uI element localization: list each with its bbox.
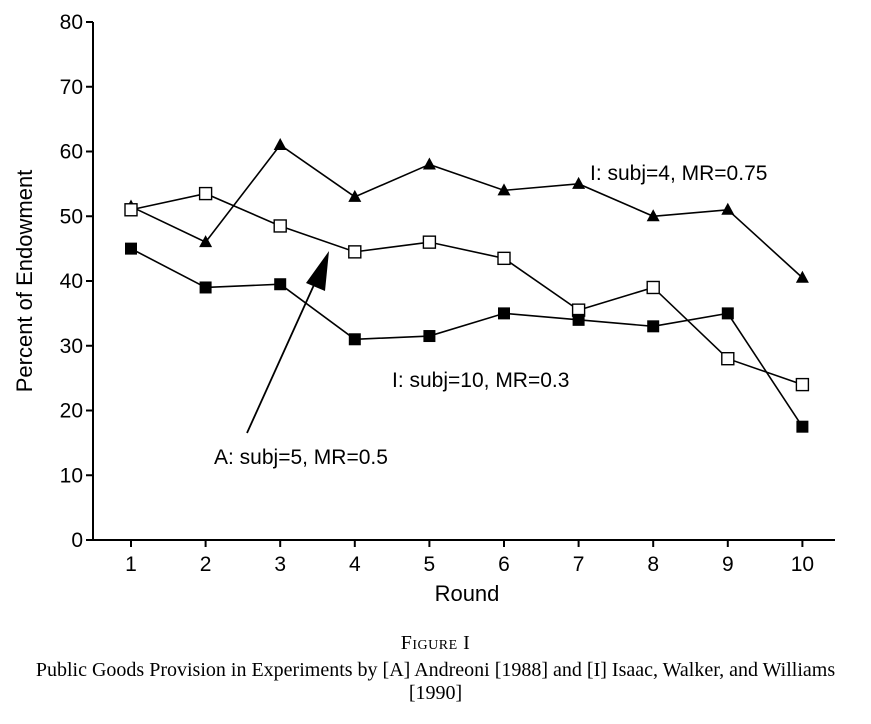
- y-tick-label: 0: [71, 529, 83, 552]
- series-2-point: [273, 219, 287, 233]
- series-1-point: [348, 189, 362, 202]
- series-1-point: [646, 209, 660, 222]
- series-1-point: [497, 183, 511, 196]
- x-tick-label: 1: [125, 553, 137, 576]
- y-tick-label: 70: [60, 76, 83, 99]
- series-1-point: [795, 270, 809, 283]
- figure-title: Public Goods Provision in Experiments by…: [35, 659, 836, 704]
- series-2-point: [721, 352, 735, 366]
- y-tick-label: 30: [60, 335, 83, 358]
- x-tick-label: 4: [349, 553, 361, 576]
- x-tick-label: 6: [498, 553, 510, 576]
- series-markers: [124, 138, 810, 433]
- series-3-point: [274, 278, 287, 291]
- series-3-point: [572, 313, 585, 326]
- x-tick-label: 2: [200, 553, 212, 576]
- chart-axes: 0 10 20 30 40 50 60 70 80 1 2 3 4 5 6 7 8 9 10: [60, 11, 835, 576]
- y-tick-label: 40: [60, 270, 83, 293]
- x-tick-label: 8: [647, 553, 659, 576]
- series-3-point: [721, 307, 734, 320]
- y-tick-label: 10: [60, 464, 83, 487]
- x-axis-title: Round: [435, 581, 500, 606]
- annotation-arrow-shaft: [246, 275, 319, 434]
- series-3-point: [796, 420, 809, 433]
- series-1-point: [273, 138, 287, 151]
- y-tick-label: 50: [60, 205, 83, 228]
- series-1-point: [572, 176, 586, 189]
- annotation-series-2: A: subj=5, MR=0.5: [214, 446, 388, 469]
- series-1-point: [721, 202, 735, 215]
- series-2-point: [646, 280, 660, 295]
- series-2-point: [795, 377, 810, 392]
- series-3-point: [647, 320, 660, 333]
- x-tick-label: 7: [573, 553, 585, 576]
- series-2-point: [497, 251, 511, 266]
- series-2-point: [422, 235, 437, 249]
- series-2-line: [130, 192, 803, 386]
- series-3-point: [348, 333, 361, 346]
- series-3-point: [423, 330, 436, 343]
- figure-number: Figure I: [400, 632, 471, 654]
- series-1-point: [199, 235, 213, 248]
- y-tick-label: 80: [60, 11, 83, 34]
- x-tick-label: 9: [722, 553, 734, 576]
- line-chart: 0 10 20 30 40 50 60 70 80 1 2 3 4 5 6 7 8 9 10 I: subj=4, …: [12, 11, 835, 606]
- series-2-point: [198, 186, 213, 201]
- y-tick-label: 60: [60, 141, 83, 164]
- x-tick-label: 5: [424, 553, 436, 576]
- y-axis-title: Percent of Endowment: [12, 170, 37, 393]
- series-1-point: [422, 157, 436, 170]
- x-tick-label: 3: [274, 553, 286, 576]
- series-2-point: [124, 203, 138, 217]
- annotation-series-3: I: subj=10, MR=0.3: [392, 369, 569, 392]
- annotation-series-1: I: subj=4, MR=0.75: [590, 162, 767, 185]
- annotation-arrowhead: [306, 251, 329, 291]
- series-1-line: [130, 143, 803, 279]
- x-tick-label: 10: [791, 553, 814, 576]
- y-tick-label: 20: [60, 400, 83, 423]
- series-lines: [130, 143, 804, 428]
- series-3-line: [130, 247, 804, 428]
- series-3-point: [498, 307, 510, 320]
- series-3-point: [199, 281, 212, 294]
- series-2-point: [348, 245, 362, 259]
- series-3-point: [125, 242, 137, 255]
